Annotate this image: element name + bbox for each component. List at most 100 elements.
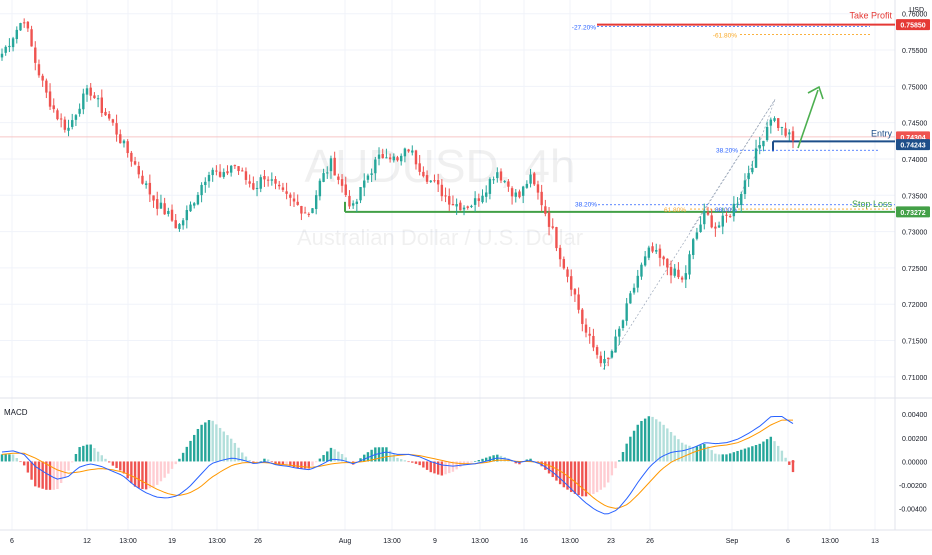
candle-body — [444, 195, 447, 197]
macd-histogram-bar — [762, 441, 765, 462]
macd-histogram-bar — [226, 435, 229, 462]
macd-histogram-bar — [385, 447, 388, 462]
candle-body — [488, 179, 492, 194]
macd-histogram-bar — [573, 461, 577, 494]
candle-body — [244, 171, 248, 180]
time-tick-label: 12 — [83, 538, 91, 545]
macd-histogram-bar — [229, 438, 233, 462]
macd-histogram-bar — [422, 461, 425, 468]
macd-histogram-bar — [747, 447, 750, 462]
candle-body — [584, 324, 588, 333]
candle-body — [636, 275, 639, 288]
macd-histogram-bar — [603, 461, 606, 488]
candle-body — [717, 225, 721, 228]
time-tick-label: 13 — [871, 538, 879, 545]
candle-body — [196, 194, 200, 205]
candle-body — [533, 173, 536, 185]
candle-body — [599, 355, 602, 364]
candle-body — [381, 153, 384, 159]
macd-histogram-bar — [126, 461, 129, 479]
macd-histogram-bar — [662, 424, 665, 462]
macd-histogram-bar — [281, 461, 285, 465]
candle-body — [281, 187, 285, 190]
macd-histogram-bar — [599, 461, 602, 490]
candle-body — [111, 119, 115, 123]
macd-histogram-bar — [63, 461, 67, 478]
candle-body — [355, 201, 359, 205]
macd-histogram-bar — [433, 461, 436, 474]
watermark-description: Australian Dollar / U.S. Dollar — [297, 225, 583, 250]
candle-body — [754, 148, 758, 168]
candle-body — [544, 206, 547, 214]
candle-body — [252, 183, 255, 190]
candle-body — [629, 293, 632, 304]
candle-body — [340, 179, 344, 186]
time-tick-label: 23 — [607, 538, 615, 545]
candle-body — [433, 180, 436, 182]
macd-histogram-bar — [152, 461, 155, 488]
macd-histogram-bar — [8, 454, 11, 462]
candle-body — [595, 347, 599, 355]
macd-histogram-bar — [706, 446, 710, 462]
macd-line — [1, 416, 794, 515]
candle-body — [289, 194, 292, 198]
candle-body — [540, 191, 543, 206]
macd-histogram-bar — [640, 420, 643, 462]
candle-body — [15, 29, 18, 40]
macd-histogram-bar — [643, 418, 647, 462]
macd-histogram-bar — [788, 461, 791, 465]
candle-body — [429, 180, 432, 182]
candle-body — [314, 195, 318, 209]
candle-body — [651, 246, 654, 252]
price-candles — [0, 18, 795, 370]
candle-body — [274, 179, 277, 184]
candle-body — [655, 250, 658, 252]
candle-body — [133, 161, 137, 165]
candle-body — [30, 29, 33, 47]
candle-body — [762, 140, 765, 147]
macd-histogram-bar — [340, 454, 344, 462]
time-tick-label: 19 — [168, 538, 176, 545]
candle-body — [351, 203, 355, 206]
candle-body — [337, 176, 340, 180]
macd-histogram-bar — [407, 461, 410, 463]
macd-histogram-bar — [82, 445, 85, 462]
macd-histogram-bar — [577, 461, 580, 496]
macd-histogram-bar — [237, 447, 240, 462]
macd-histogram-bar — [448, 461, 451, 474]
macd-tick-label: 0.00000 — [902, 459, 927, 466]
macd-histogram-bar — [137, 461, 140, 488]
macd-histogram-bar — [558, 461, 562, 485]
fib-anchor-line — [602, 99, 776, 370]
macd-histogram-bar — [144, 461, 148, 490]
macd-title: MACD — [4, 408, 28, 417]
candle-body — [573, 289, 577, 295]
take-profit-price-tag-bg — [896, 19, 930, 31]
candle-body — [170, 209, 174, 221]
candle-body — [122, 140, 126, 144]
macd-histogram-bar — [614, 461, 617, 469]
macd-histogram-bar — [78, 447, 81, 462]
macd-histogram-bar — [758, 443, 761, 462]
macd-histogram-bar — [717, 454, 721, 462]
candle-body — [614, 336, 617, 353]
macd-histogram-bar — [777, 445, 780, 462]
macd-histogram-bar — [318, 458, 322, 462]
macd-histogram-bar — [429, 461, 432, 473]
candle-body — [26, 21, 30, 29]
macd-histogram-bar — [551, 461, 554, 478]
candle-body — [211, 169, 214, 176]
price-tick-label: 0.74000 — [902, 157, 927, 164]
time-tick-label: 13:00 — [821, 538, 839, 545]
candle-body — [107, 114, 111, 119]
macd-histogram-bar — [651, 416, 654, 462]
macd-histogram-bar — [15, 458, 18, 462]
macd-histogram-bar — [215, 424, 218, 462]
macd-histogram-bar — [710, 450, 713, 462]
candle-body — [119, 134, 122, 144]
candle-body — [703, 210, 706, 225]
macd-histogram-bar — [222, 431, 225, 462]
candle-body — [518, 191, 521, 198]
